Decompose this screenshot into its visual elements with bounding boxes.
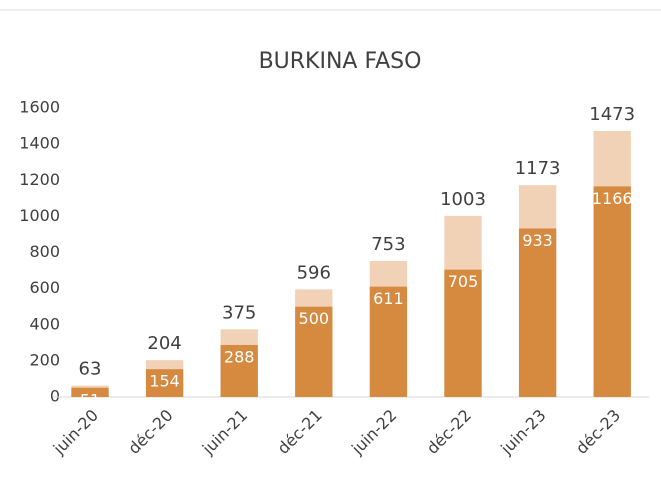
data-label: 1173 bbox=[515, 158, 561, 179]
data-label: 1166 bbox=[592, 189, 633, 208]
x-tick-label: juin-22 bbox=[347, 406, 400, 459]
bar bbox=[444, 269, 482, 397]
y-tick-label: 1400 bbox=[19, 134, 60, 153]
y-tick-label: 400 bbox=[29, 314, 60, 333]
x-tick-label: déc-20 bbox=[124, 406, 176, 458]
y-tick-label: 1200 bbox=[19, 170, 60, 189]
bar bbox=[518, 228, 557, 397]
data-label: 1473 bbox=[589, 104, 635, 125]
bar bbox=[220, 344, 258, 397]
bar bbox=[593, 186, 631, 397]
data-label: 1003 bbox=[440, 189, 486, 210]
data-label: 154 bbox=[149, 372, 180, 391]
y-tick-label: 1000 bbox=[19, 206, 60, 225]
x-tick-label: déc-21 bbox=[274, 406, 326, 458]
data-label: 500 bbox=[299, 309, 330, 328]
data-label: 753 bbox=[371, 234, 405, 255]
x-tick-label: juin-21 bbox=[198, 406, 251, 459]
x-tick-label: juin-20 bbox=[49, 406, 102, 459]
x-tick-label: déc-23 bbox=[572, 406, 624, 458]
bar bbox=[145, 369, 184, 397]
bar bbox=[71, 387, 109, 397]
data-label: 204 bbox=[147, 333, 181, 354]
data-label: 596 bbox=[297, 262, 331, 283]
y-tick-label: 200 bbox=[29, 350, 60, 369]
data-label: 375 bbox=[222, 302, 256, 323]
bar bbox=[295, 306, 333, 397]
bar bbox=[369, 286, 408, 397]
y-tick-label: 1600 bbox=[19, 98, 60, 117]
y-tick-label: 800 bbox=[29, 242, 60, 261]
y-tick-label: 0 bbox=[50, 387, 60, 406]
x-tick-label: juin-23 bbox=[496, 406, 549, 459]
data-label: 51 bbox=[80, 390, 100, 409]
chart-title: BURKINA FASO bbox=[259, 49, 422, 74]
data-label: 933 bbox=[522, 231, 553, 250]
x-tick-label: déc-22 bbox=[423, 406, 475, 458]
data-label: 288 bbox=[224, 347, 255, 366]
data-label: 63 bbox=[79, 359, 102, 380]
y-tick-label: 600 bbox=[29, 278, 60, 297]
data-label: 611 bbox=[373, 289, 404, 308]
data-label: 705 bbox=[448, 272, 479, 291]
